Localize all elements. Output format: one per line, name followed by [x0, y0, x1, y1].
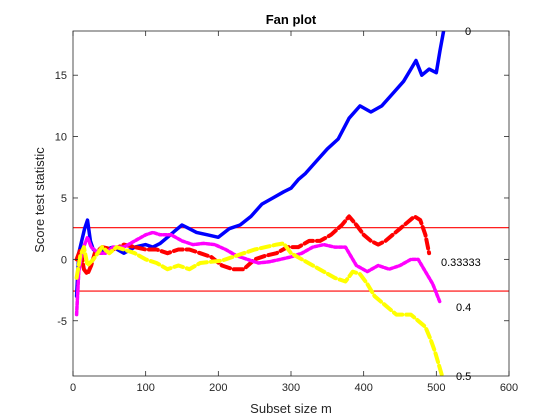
series-labels: 0 0.33333 0.4 0.5 — [441, 26, 481, 383]
series-group — [74, 31, 446, 376]
series-line-3 — [74, 241, 445, 376]
x-tick-label: 0 — [70, 382, 76, 394]
series-label: 0.33333 — [441, 257, 481, 269]
y-tick-label: 0 — [61, 254, 67, 266]
series-label: 0.5 — [456, 371, 471, 383]
x-tick-label: 500 — [427, 382, 445, 394]
y-tick-label: 5 — [61, 193, 67, 205]
y-tick-label: 15 — [55, 70, 67, 82]
y-axis-label: Score test statistic — [32, 147, 47, 253]
x-tick-label: 200 — [209, 382, 227, 394]
y-tick-label: 10 — [55, 132, 67, 144]
x-axis: 0 100 200 300 400 500 600 — [70, 31, 518, 394]
x-axis-label: Subset size m — [250, 401, 332, 416]
x-tick-label: 400 — [354, 382, 372, 394]
x-tick-label: 100 — [136, 382, 154, 394]
series-label: 0.4 — [456, 302, 471, 314]
x-tick-label: 300 — [282, 382, 300, 394]
x-tick-label: 600 — [500, 382, 518, 394]
series-line-0 — [74, 31, 446, 298]
plot-area — [73, 31, 509, 376]
series-label: 0 — [465, 26, 471, 38]
y-tick-label: -5 — [57, 316, 67, 328]
chart-title: Fan plot — [266, 12, 317, 27]
y-axis: -5 0 5 10 15 — [55, 70, 509, 328]
